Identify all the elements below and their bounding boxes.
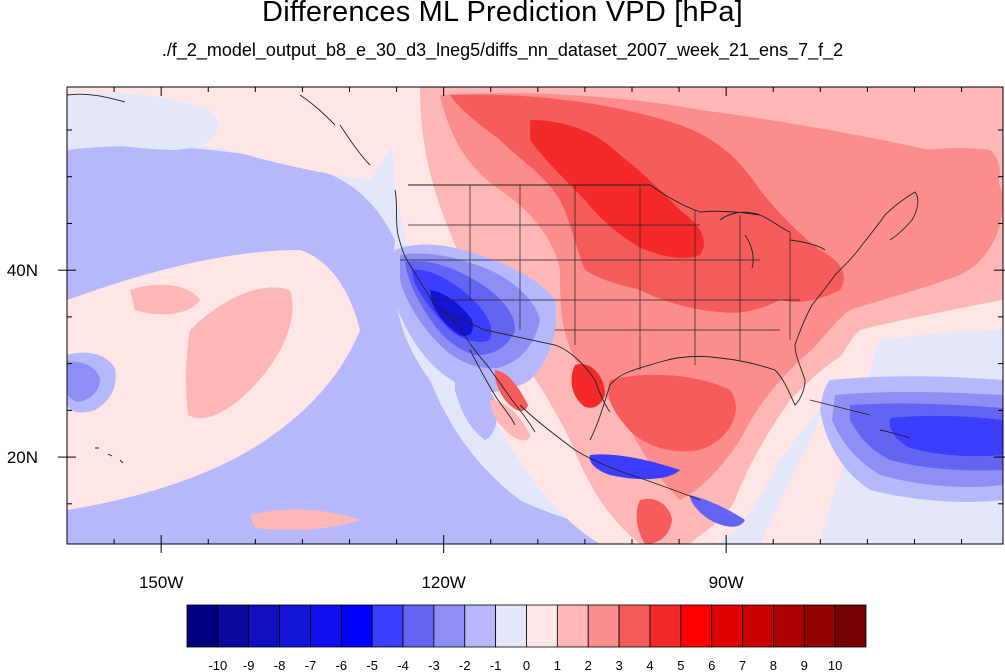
border-us-canada bbox=[408, 184, 761, 216]
coastline-baja bbox=[469, 349, 536, 433]
field-region-baja-pos3 bbox=[494, 370, 528, 412]
colorbar-label: 5 bbox=[677, 658, 684, 672]
colorbar-label: 8 bbox=[770, 658, 777, 672]
field-region-pacific-pos1c bbox=[250, 509, 360, 530]
field-region-gulf-pos4 bbox=[571, 364, 605, 408]
colorbar-swatch bbox=[556, 604, 589, 648]
colorbar-swatch bbox=[495, 604, 527, 648]
colorbar-label: 6 bbox=[708, 658, 715, 672]
colorbar-swatch bbox=[803, 604, 836, 648]
colorbar-label: -10 bbox=[208, 658, 227, 672]
colorbar-swatch bbox=[742, 604, 774, 648]
colorbar-swatch bbox=[680, 604, 713, 648]
colorbar-swatch bbox=[649, 604, 682, 648]
axis-ticks: 150W 120W 90W 40N 20N bbox=[7, 87, 1005, 592]
y-tick-label: 40N bbox=[7, 261, 38, 280]
field-region-pacific-pos1b bbox=[130, 284, 200, 315]
colorbar-label: -3 bbox=[428, 658, 440, 672]
y-tick-label: 20N bbox=[7, 448, 38, 467]
colorbar-swatch bbox=[402, 604, 435, 648]
colorbar-swatch bbox=[217, 604, 250, 648]
colorbar-label: 7 bbox=[739, 658, 746, 672]
colorbar-label: 4 bbox=[646, 658, 653, 672]
field-region-gulf-pos3 bbox=[608, 374, 736, 452]
colorbar-label: 3 bbox=[615, 658, 622, 672]
colorbar-label: -2 bbox=[459, 658, 471, 672]
field-region-central-am-neg3 bbox=[690, 495, 745, 527]
colorbar-label: -6 bbox=[336, 658, 348, 672]
colorbar-swatch bbox=[526, 604, 558, 648]
colorbar-label: 9 bbox=[801, 658, 808, 672]
colorbar-label: 2 bbox=[585, 658, 592, 672]
colorbar: -10 -9 -8 -7 -6 -5 -4 -3 -2 -1 0 1 2 3 4 5 6 7 8 9 10 bbox=[186, 604, 867, 672]
colorbar-label: 0 bbox=[523, 658, 530, 672]
field-region-atlantic-neg4 bbox=[889, 415, 1003, 457]
field-region-nw-canada-pos2 bbox=[859, 148, 1000, 210]
colorbar-label: -5 bbox=[366, 658, 378, 672]
colorbar-swatch bbox=[248, 604, 280, 648]
hawaii-islands bbox=[95, 447, 124, 464]
coastline-mexico-pacific bbox=[519, 404, 701, 501]
colorbar-label: -8 bbox=[274, 658, 286, 672]
colorbar-swatch bbox=[773, 604, 805, 648]
colorbar-swatch bbox=[464, 604, 497, 648]
map-subtitle: ./f_2_model_output_b8_e_30_d3_lneg5/diff… bbox=[161, 40, 844, 60]
colorbar-label: -9 bbox=[243, 658, 255, 672]
x-tick-label: 120W bbox=[421, 573, 465, 592]
field-region-pacific-west-neg2 bbox=[67, 361, 100, 402]
colorbar-swatch bbox=[587, 604, 620, 648]
colorbar-swatch bbox=[279, 604, 311, 648]
colorbar-label: 10 bbox=[828, 658, 842, 672]
field-region-mexico-neg4 bbox=[589, 454, 680, 480]
map-frame bbox=[66, 86, 1004, 545]
field-region-pacific-pos1 bbox=[185, 287, 293, 419]
map-field bbox=[67, 87, 1003, 544]
colorbar-label: -4 bbox=[397, 658, 409, 672]
colorbar-swatch bbox=[618, 604, 651, 648]
field-region-sw-neg5 bbox=[430, 290, 473, 336]
x-tick-label: 90W bbox=[709, 573, 744, 592]
field-region-baja-pos1 bbox=[490, 400, 530, 441]
field-region-continent-pos4 bbox=[530, 120, 704, 258]
colorbar-swatch bbox=[433, 604, 466, 648]
colorbar-swatch bbox=[310, 604, 342, 648]
field-region-baja-neg1 bbox=[455, 365, 497, 440]
state-lines bbox=[400, 185, 800, 370]
coastline-alaska bbox=[67, 93, 371, 166]
border-us-mexico bbox=[439, 309, 611, 413]
colorbar-label: -1 bbox=[490, 658, 502, 672]
colorbar-swatch bbox=[711, 604, 743, 648]
coastline-gulf bbox=[589, 344, 806, 441]
field-region-gulf-alaska bbox=[67, 93, 218, 150]
colorbar-swatch bbox=[186, 604, 219, 648]
map-borders bbox=[67, 93, 919, 501]
map-title: Differences ML Prediction VPD [hPa] bbox=[262, 0, 743, 28]
caribbean-islands bbox=[809, 399, 911, 439]
field-region-central-am-pos3 bbox=[636, 498, 672, 544]
colorbar-swatch bbox=[834, 604, 867, 648]
colorbar-label: 1 bbox=[554, 658, 561, 672]
x-tick-label: 150W bbox=[139, 573, 183, 592]
colorbar-swatch bbox=[340, 604, 373, 648]
colorbar-swatch bbox=[371, 604, 404, 648]
coastline-east bbox=[794, 191, 919, 346]
colorbar-label: -7 bbox=[305, 658, 317, 672]
